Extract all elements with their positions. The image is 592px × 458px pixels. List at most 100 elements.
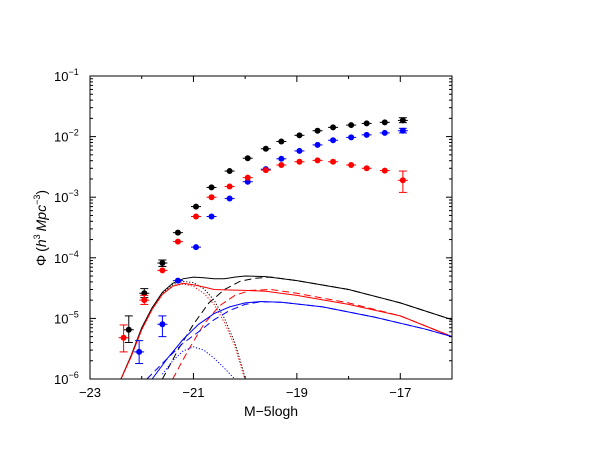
data-point [191, 213, 202, 220]
point-marker [399, 177, 406, 184]
point-marker [348, 122, 355, 129]
data-point [172, 277, 183, 284]
point-marker [381, 119, 388, 126]
point-marker [296, 158, 303, 165]
data-point [224, 195, 235, 202]
model-curve-7 [162, 346, 236, 379]
point-marker [174, 238, 181, 245]
data-point [361, 131, 372, 138]
point-marker [381, 167, 388, 174]
point-marker [278, 161, 285, 168]
x-tick-label: −19 [286, 385, 308, 400]
data-point [260, 145, 271, 152]
point-marker [125, 326, 132, 333]
point-marker [193, 203, 200, 210]
point-marker [314, 157, 321, 164]
y-tick-label: 10−3 [54, 188, 79, 205]
data-point [397, 170, 408, 193]
data-point [206, 184, 217, 191]
y-label-close: ) [33, 190, 49, 195]
data-point [379, 167, 390, 174]
data-point [328, 124, 339, 131]
point-marker [174, 277, 181, 284]
x-tick-label: −21 [182, 385, 204, 400]
data-point [118, 324, 129, 353]
point-marker [208, 184, 215, 191]
data-point [328, 158, 339, 165]
model-curve-1 [120, 280, 246, 379]
point-marker [296, 147, 303, 154]
model-curve-5 [172, 288, 452, 379]
model-curve-4 [120, 283, 246, 379]
y-tick-label: 10−4 [54, 249, 79, 266]
data-point [224, 168, 235, 175]
data-point [134, 340, 145, 365]
data-point [312, 157, 323, 164]
data-point [346, 122, 357, 129]
point-marker [314, 127, 321, 134]
point-marker [208, 213, 215, 220]
data-point [346, 161, 357, 168]
data-point [379, 129, 390, 136]
point-marker [278, 138, 285, 145]
y-tick-label: 10−6 [54, 370, 79, 387]
point-marker [193, 244, 200, 251]
data-point [294, 158, 305, 165]
point-marker [363, 165, 370, 172]
y-tick-label: 10−1 [54, 67, 79, 84]
data-point [157, 259, 168, 267]
data-point [224, 183, 235, 190]
point-marker [208, 194, 215, 201]
model-curve-8 [146, 301, 452, 379]
point-marker [159, 321, 166, 328]
y-label-mpc: Mpc [33, 205, 49, 231]
y-tick-label: 10−2 [54, 128, 79, 145]
y-tick-label: 10−5 [54, 309, 79, 326]
point-marker [141, 297, 148, 304]
data-point [242, 174, 253, 181]
plot-frame [89, 75, 453, 380]
point-marker [330, 137, 337, 144]
data-point [191, 244, 202, 251]
point-marker [159, 260, 166, 267]
data-point [157, 267, 168, 274]
point-marker [226, 183, 233, 190]
y-label-open: ( [33, 247, 49, 252]
point-marker [348, 161, 355, 168]
point-marker [174, 229, 181, 236]
x-tick-label: −17 [389, 385, 411, 400]
data-point [379, 119, 390, 126]
data-points [118, 117, 408, 365]
data-point [260, 167, 271, 174]
data-point [172, 238, 183, 245]
data-point [312, 141, 323, 148]
data-point [276, 161, 287, 168]
model-curve-6 [151, 300, 452, 379]
x-tick-label: −23 [79, 385, 101, 400]
data-point [346, 134, 357, 141]
model-curve-3 [120, 282, 452, 379]
y-axis-label: Φ (h3 Mpc−3) [32, 190, 49, 266]
data-point [139, 294, 150, 305]
y-label-h: h [33, 239, 49, 247]
point-marker [262, 145, 269, 152]
data-point [206, 213, 217, 220]
point-marker [381, 129, 388, 136]
point-marker [262, 167, 269, 174]
model-curves [120, 275, 452, 379]
axis-ticks [89, 76, 453, 380]
point-marker [120, 334, 127, 341]
point-marker [278, 155, 285, 162]
x-tick-labels: −23 −21 −19 −17 [79, 385, 411, 400]
point-marker [193, 213, 200, 220]
data-point [172, 229, 183, 236]
y-label-phi: Φ [33, 255, 49, 266]
point-marker [159, 267, 166, 274]
point-marker [399, 127, 406, 134]
point-marker [226, 195, 233, 202]
data-point [294, 147, 305, 154]
data-point [276, 138, 287, 145]
point-marker [296, 132, 303, 139]
y-label-h-exp: 3 [32, 234, 42, 239]
